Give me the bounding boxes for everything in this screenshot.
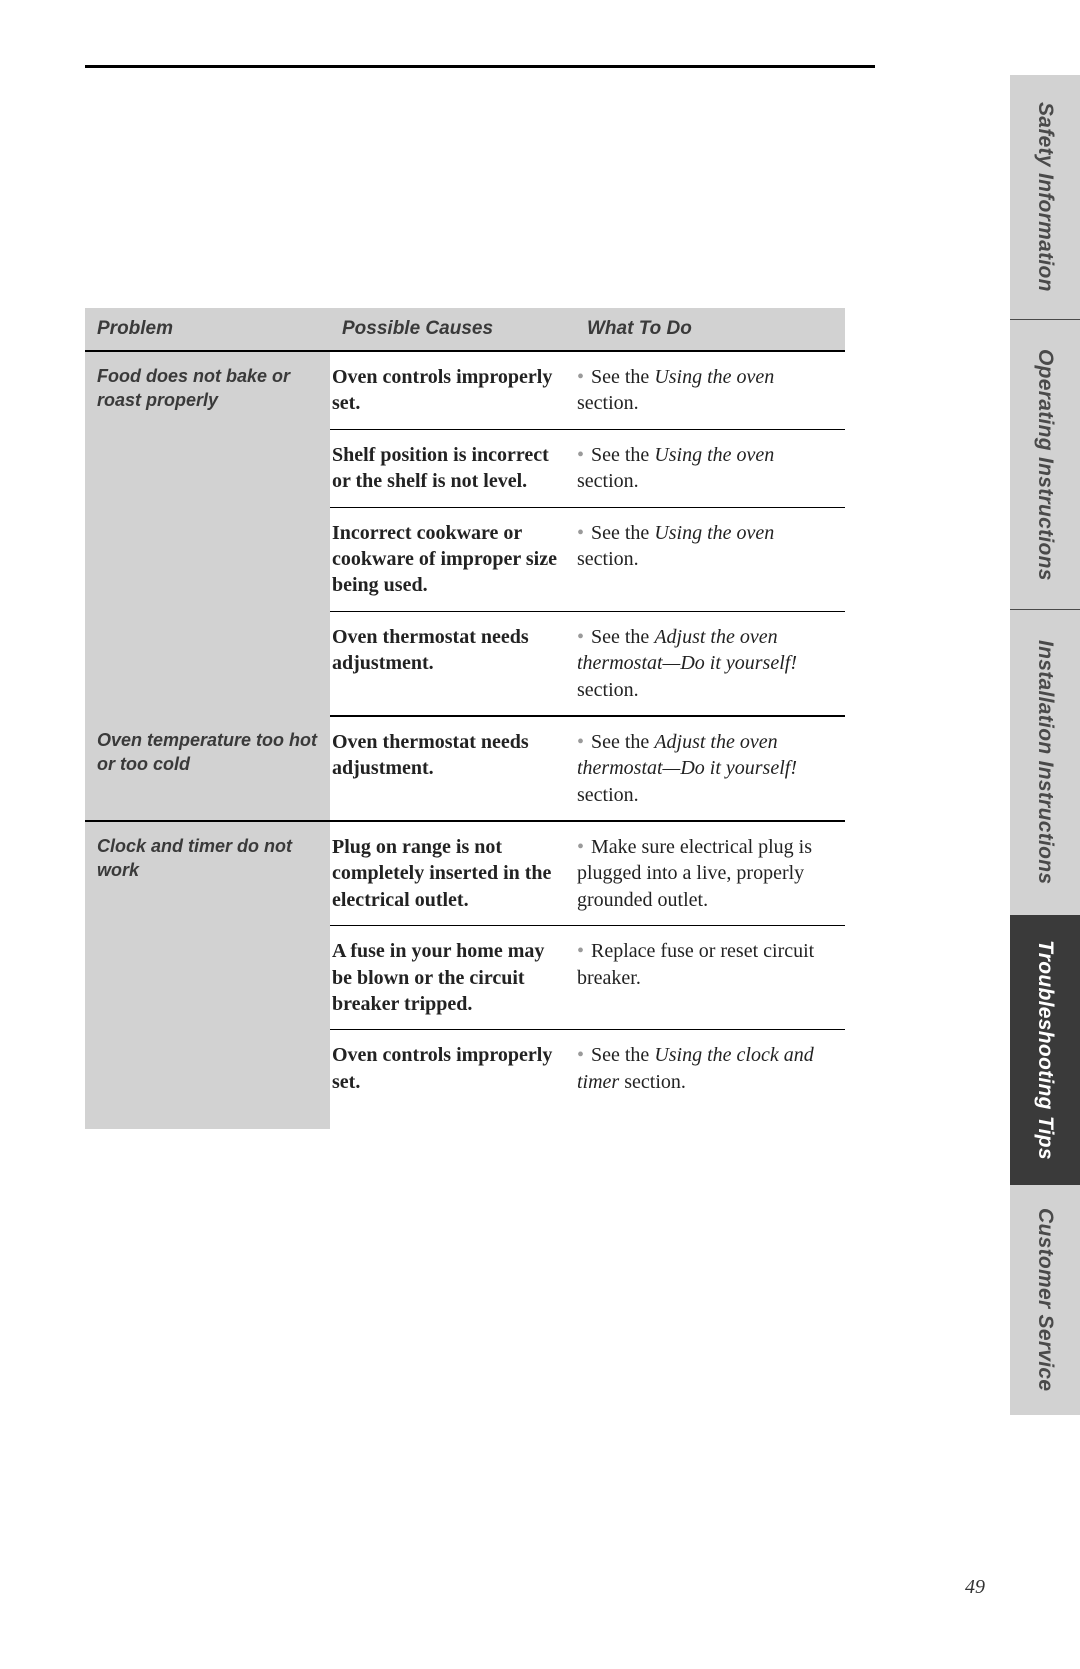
bullet-icon: • xyxy=(577,1042,591,1068)
todo-text: Replace fuse or reset circuit breaker. xyxy=(577,940,814,988)
header-problem: Problem xyxy=(85,308,330,351)
cause-cell: Shelf position is incorrect or the shelf… xyxy=(330,429,575,507)
table-header-row: Problem Possible Causes What To Do xyxy=(85,308,845,351)
page-content: Problem Possible Causes What To Do Food … xyxy=(85,65,875,1129)
reference-text: Adjust the oven thermostat—Do it yoursel… xyxy=(577,626,797,674)
reference-text: Using the oven xyxy=(654,444,774,466)
page-number: 49 xyxy=(965,1576,985,1599)
bullet-icon: • xyxy=(577,938,591,964)
todo-cell: • See the Using the oven section. xyxy=(575,351,845,429)
todo-cell: • See the Adjust the oven thermostat—Do … xyxy=(575,716,845,821)
side-tab[interactable]: Operating Instructions xyxy=(1010,320,1080,610)
cause-cell: Incorrect cookware or cookware of improp… xyxy=(330,507,575,611)
bullet-icon: • xyxy=(577,624,591,650)
reference-text: Using the oven xyxy=(654,366,774,388)
side-tab[interactable]: Customer Service xyxy=(1010,1185,1080,1415)
cause-cell: Oven controls improperly set. xyxy=(330,351,575,429)
cause-cell: Plug on range is not completely inserted… xyxy=(330,821,575,926)
problem-cell: Clock and timer do not work xyxy=(85,821,330,1129)
todo-cell: • See the Adjust the oven thermostat—Do … xyxy=(575,611,845,716)
table-row: Clock and timer do not workPlug on range… xyxy=(85,821,845,926)
todo-text: See the Using the clock and timer sectio… xyxy=(577,1044,814,1092)
bullet-icon: • xyxy=(577,834,591,860)
todo-text: See the Using the oven section. xyxy=(577,444,774,492)
bullet-icon: • xyxy=(577,442,591,468)
side-tab-bar: Safety InformationOperating Instructions… xyxy=(1010,75,1080,1415)
table-row: Oven temperature too hot or too coldOven… xyxy=(85,716,845,821)
cause-cell: A fuse in your home may be blown or the … xyxy=(330,926,575,1030)
problem-cell: Food does not bake or roast properly xyxy=(85,351,330,716)
troubleshooting-table: Problem Possible Causes What To Do Food … xyxy=(85,308,845,1129)
problem-cell: Oven temperature too hot or too cold xyxy=(85,716,330,821)
cause-cell: Oven thermostat needs adjustment. xyxy=(330,611,575,716)
table-row: Food does not bake or roast properlyOven… xyxy=(85,351,845,429)
todo-text: See the Adjust the oven thermostat—Do it… xyxy=(577,731,797,806)
todo-cell: • See the Using the clock and timer sect… xyxy=(575,1030,845,1107)
bullet-icon: • xyxy=(577,729,591,755)
header-todo: What To Do xyxy=(575,308,845,351)
todo-text: See the Using the oven section. xyxy=(577,522,774,570)
side-tab[interactable]: Troubleshooting Tips xyxy=(1010,915,1080,1185)
header-causes: Possible Causes xyxy=(330,308,575,351)
bullet-icon: • xyxy=(577,520,591,546)
reference-text: Adjust the oven thermostat—Do it yoursel… xyxy=(577,731,797,779)
reference-text: Using the clock and timer xyxy=(577,1044,814,1092)
top-rule xyxy=(85,65,875,68)
cause-cell: Oven controls improperly set. xyxy=(330,1030,575,1107)
cause-cell: Oven thermostat needs adjustment. xyxy=(330,716,575,821)
bullet-icon: • xyxy=(577,364,591,390)
todo-text: Make sure electrical plug is plugged int… xyxy=(577,836,812,911)
todo-text: See the Using the oven section. xyxy=(577,366,774,414)
todo-cell: • See the Using the oven section. xyxy=(575,507,845,611)
side-tab[interactable]: Safety Information xyxy=(1010,75,1080,320)
todo-cell: • Make sure electrical plug is plugged i… xyxy=(575,821,845,926)
todo-cell: • Replace fuse or reset circuit breaker. xyxy=(575,926,845,1030)
todo-cell: • See the Using the oven section. xyxy=(575,429,845,507)
side-tab[interactable]: Installation Instructions xyxy=(1010,610,1080,915)
todo-text: See the Adjust the oven thermostat—Do it… xyxy=(577,626,797,701)
reference-text: Using the oven xyxy=(654,522,774,544)
